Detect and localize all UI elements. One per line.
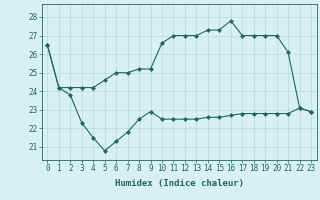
X-axis label: Humidex (Indice chaleur): Humidex (Indice chaleur) [115, 179, 244, 188]
